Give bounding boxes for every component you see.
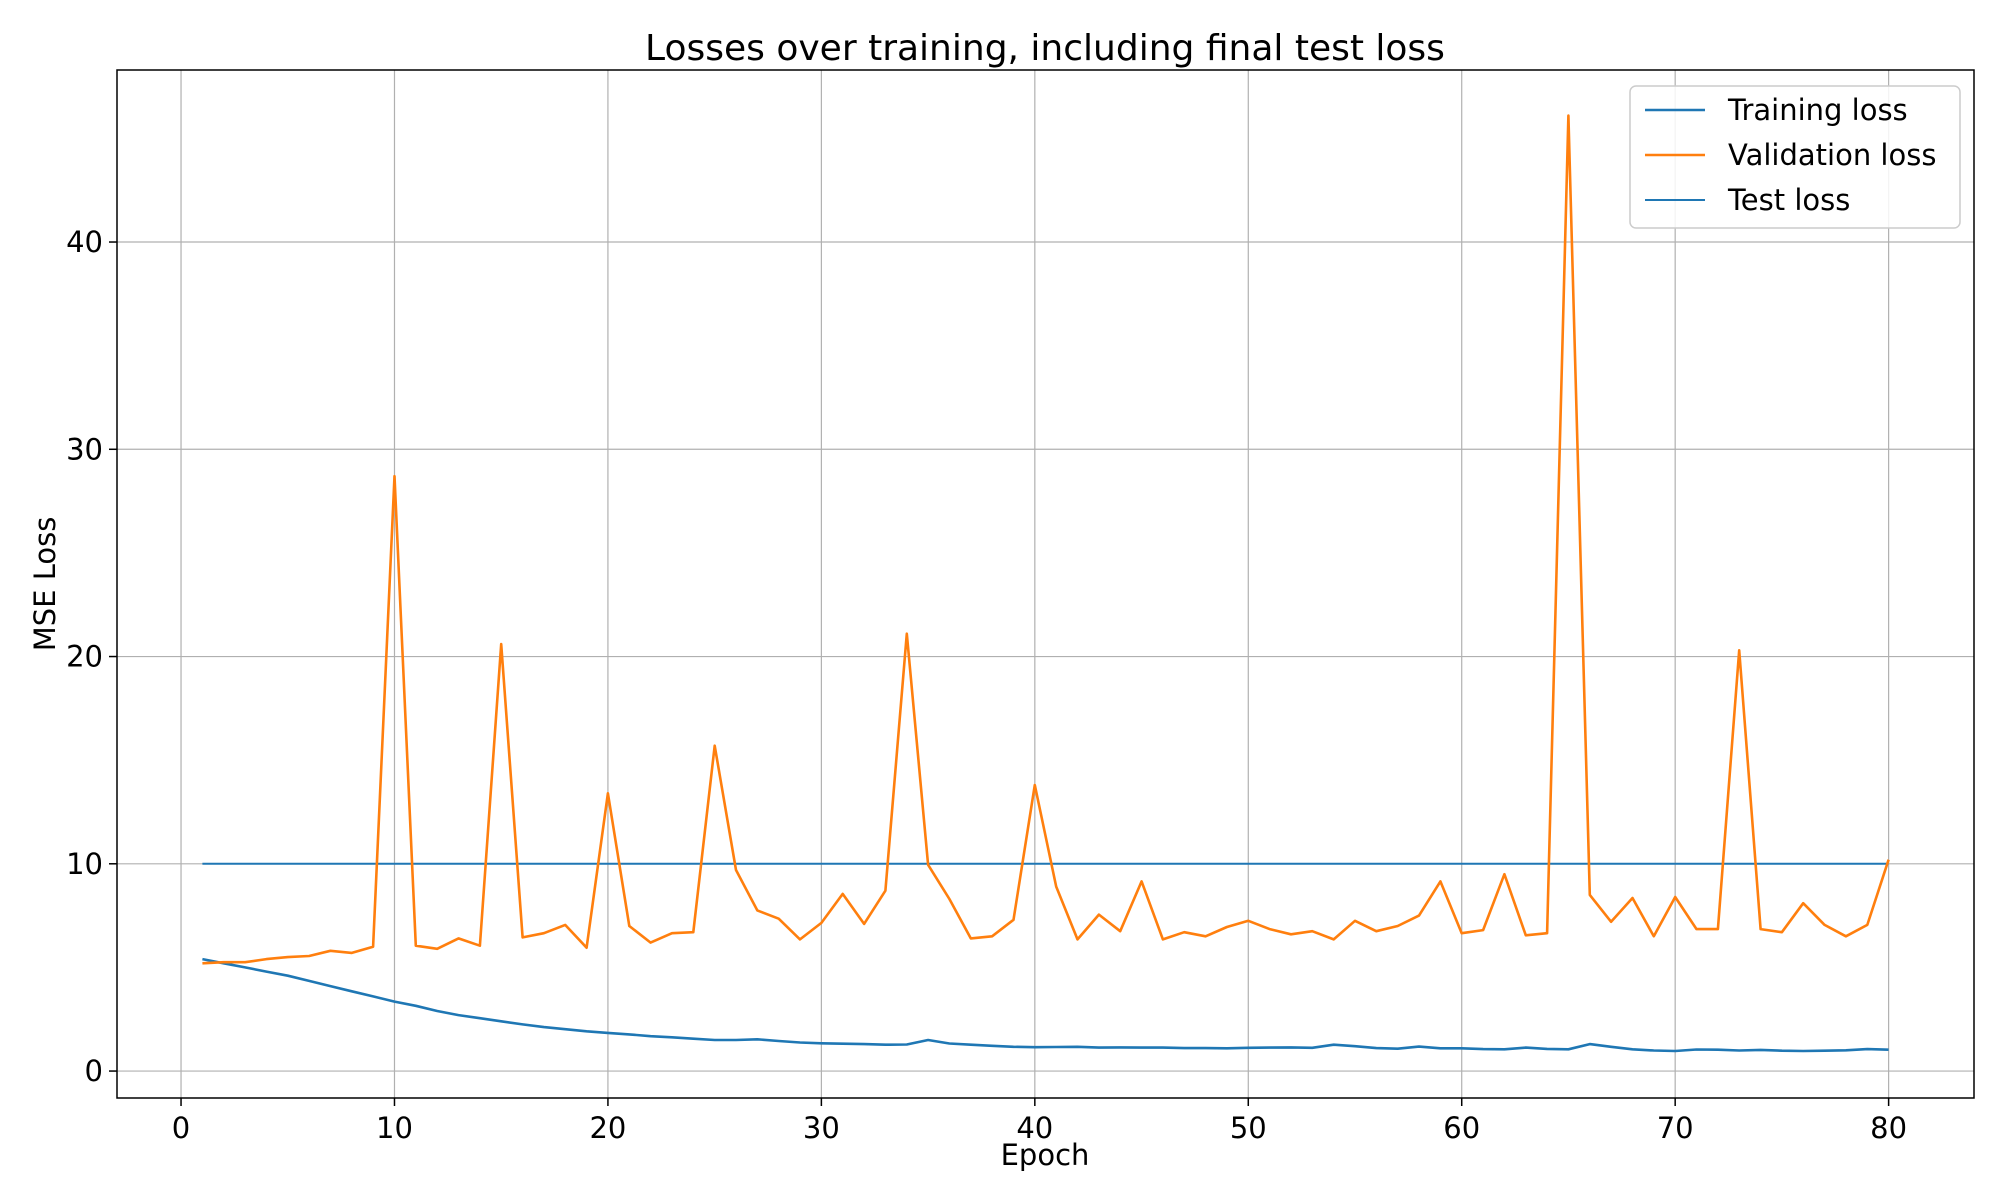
series-layer <box>202 114 1890 1053</box>
y-tick-label: 20 <box>66 640 103 674</box>
legend-box <box>1629 85 1961 229</box>
y-tick-label: 10 <box>66 847 103 881</box>
chart-title: Losses over training, including final te… <box>645 28 1445 69</box>
legend-label-test-loss: Test loss <box>1727 183 1850 217</box>
x-tick-label: 10 <box>376 1111 413 1145</box>
legend-label-validation-loss: Validation loss <box>1728 138 1936 172</box>
x-tick-label: 40 <box>1016 1111 1053 1145</box>
x-axis-label: Epoch <box>1001 1138 1090 1172</box>
x-tick-label: 70 <box>1657 1111 1694 1145</box>
x-tick-label: 0 <box>172 1111 190 1145</box>
validation-loss-line <box>202 114 1890 965</box>
legend: Training loss Validation loss Test loss <box>1629 85 1961 229</box>
plot-frame <box>116 69 1975 1099</box>
y-tick-label: 0 <box>85 1054 103 1088</box>
x-tick-label: 80 <box>1870 1111 1907 1145</box>
y-tick-label: 40 <box>66 225 103 259</box>
legend-label-training-loss: Training loss <box>1727 93 1908 127</box>
x-tick-label: 50 <box>1230 1111 1267 1145</box>
y-axis-label: MSE Loss <box>28 517 62 652</box>
x-tick-label: 30 <box>803 1111 840 1145</box>
training-loss-line <box>202 957 1889 1053</box>
y-tick-label: 30 <box>66 432 103 466</box>
tick-labels: 0 10 20 30 40 50 60 70 80 0 10 20 30 40 <box>66 225 1907 1145</box>
x-tick-label: 20 <box>589 1111 626 1145</box>
x-tick-label: 60 <box>1443 1111 1480 1145</box>
